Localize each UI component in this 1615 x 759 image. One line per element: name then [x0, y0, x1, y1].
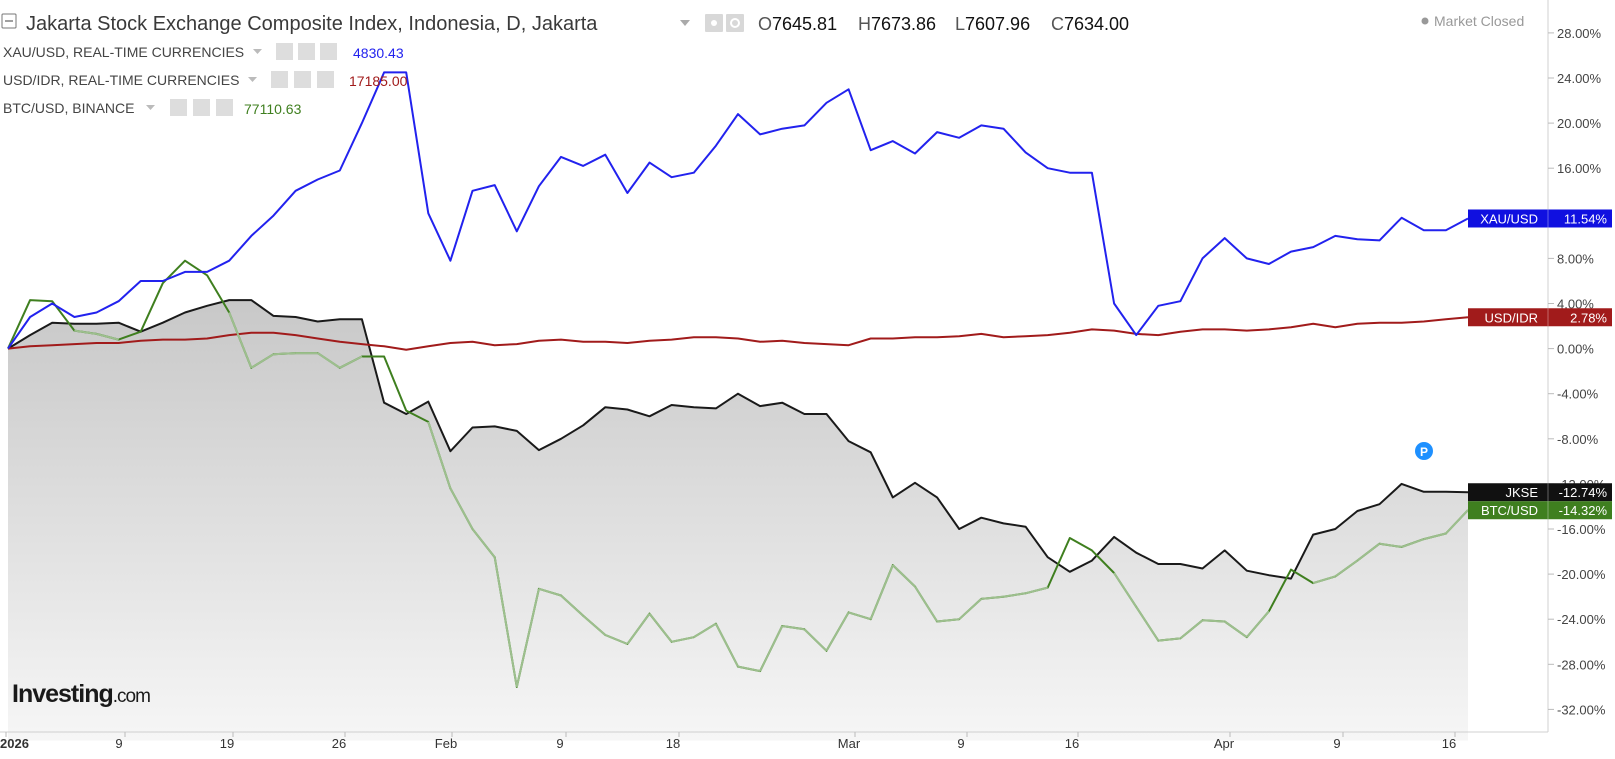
event-marker-letter: P — [1420, 445, 1428, 459]
value-label-value: 2.78% — [1570, 310, 1607, 325]
value-label-value: 11.54% — [1564, 211, 1608, 226]
legend-value: 77110.63 — [244, 101, 302, 117]
legend-label: USD/IDR, REAL-TIME CURRENCIES — [3, 72, 239, 88]
value-label-value: -14.32% — [1559, 503, 1608, 518]
value-label-jkse: JKSE -12.74% — [1468, 483, 1612, 501]
remove-icon[interactable] — [317, 71, 334, 88]
remove-icon[interactable] — [216, 99, 233, 116]
x-tick-label: 26 — [332, 736, 346, 751]
market-status: Market Closed — [1434, 13, 1524, 29]
market-status-dot — [1422, 18, 1429, 25]
x-tick-label: 9 — [1333, 736, 1340, 751]
value-label-usd-idr: USD/IDR 2.78% — [1468, 308, 1612, 326]
y-tick-label: -24.00% — [1557, 612, 1606, 627]
settings-icon[interactable] — [726, 14, 744, 32]
value-label-name: BTC/USD — [1481, 503, 1538, 518]
visibility-icon[interactable] — [170, 99, 187, 116]
y-tick-label: 20.00% — [1557, 116, 1602, 131]
x-tick-label: 9 — [556, 736, 563, 751]
value-label-name: XAU/USD — [1480, 211, 1538, 226]
y-tick-label: 8.00% — [1557, 251, 1594, 266]
y-tick-label: 24.00% — [1557, 71, 1602, 86]
y-tick-label: 16.00% — [1557, 161, 1602, 176]
x-tick-label: Apr — [1214, 736, 1235, 751]
y-tick-label: 0.00% — [1557, 342, 1594, 357]
x-tick-label: 19 — [220, 736, 234, 751]
x-tick-label: 9 — [115, 736, 122, 751]
x-tick-label: Mar — [838, 736, 861, 751]
btc-faded-segment — [1203, 620, 1225, 621]
btc-faded-segment — [273, 353, 295, 354]
remove-icon[interactable] — [320, 43, 337, 60]
x-tick-label: 2026 — [0, 736, 29, 751]
value-label-value: -12.74% — [1559, 485, 1608, 500]
value-label-btc-usd: BTC/USD -14.32% — [1468, 501, 1612, 519]
y-tick-label: -28.00% — [1557, 657, 1606, 672]
y-tick-label: 28.00% — [1557, 26, 1602, 41]
legend-value: 4830.43 — [353, 45, 404, 61]
x-tick-label: 18 — [666, 736, 680, 751]
price-axis[interactable]: 28.00%24.00%20.00%16.00%12.00%8.00%4.00%… — [1548, 26, 1606, 718]
settings-icon[interactable] — [193, 99, 210, 116]
settings-icon[interactable] — [298, 43, 315, 60]
legend-label: XAU/USD, REAL-TIME CURRENCIES — [3, 44, 244, 60]
eye-glyph — [711, 20, 717, 26]
value-label-name: USD/IDR — [1485, 310, 1538, 325]
x-tick-label: 16 — [1442, 736, 1456, 751]
x-tick-label: 16 — [1065, 736, 1079, 751]
y-tick-label: -4.00% — [1557, 387, 1599, 402]
value-label-xau-usd: XAU/USD 11.54% — [1468, 209, 1612, 227]
y-tick-label: -16.00% — [1557, 522, 1606, 537]
y-tick-label: -8.00% — [1557, 432, 1599, 447]
settings-icon[interactable] — [294, 71, 311, 88]
legend-label: BTC/USD, BINANCE — [3, 100, 134, 116]
x-tick-label: 9 — [957, 736, 964, 751]
legend-value: 17185.00 — [349, 73, 408, 89]
visibility-icon[interactable] — [271, 71, 288, 88]
x-tick-label: Feb — [435, 736, 457, 751]
value-label-name: JKSE — [1505, 485, 1538, 500]
visibility-icon[interactable] — [276, 43, 293, 60]
y-tick-label: -32.00% — [1557, 702, 1606, 717]
chart-title: Jakarta Stock Exchange Composite Index, … — [26, 13, 598, 35]
y-tick-label: -20.00% — [1557, 567, 1606, 582]
